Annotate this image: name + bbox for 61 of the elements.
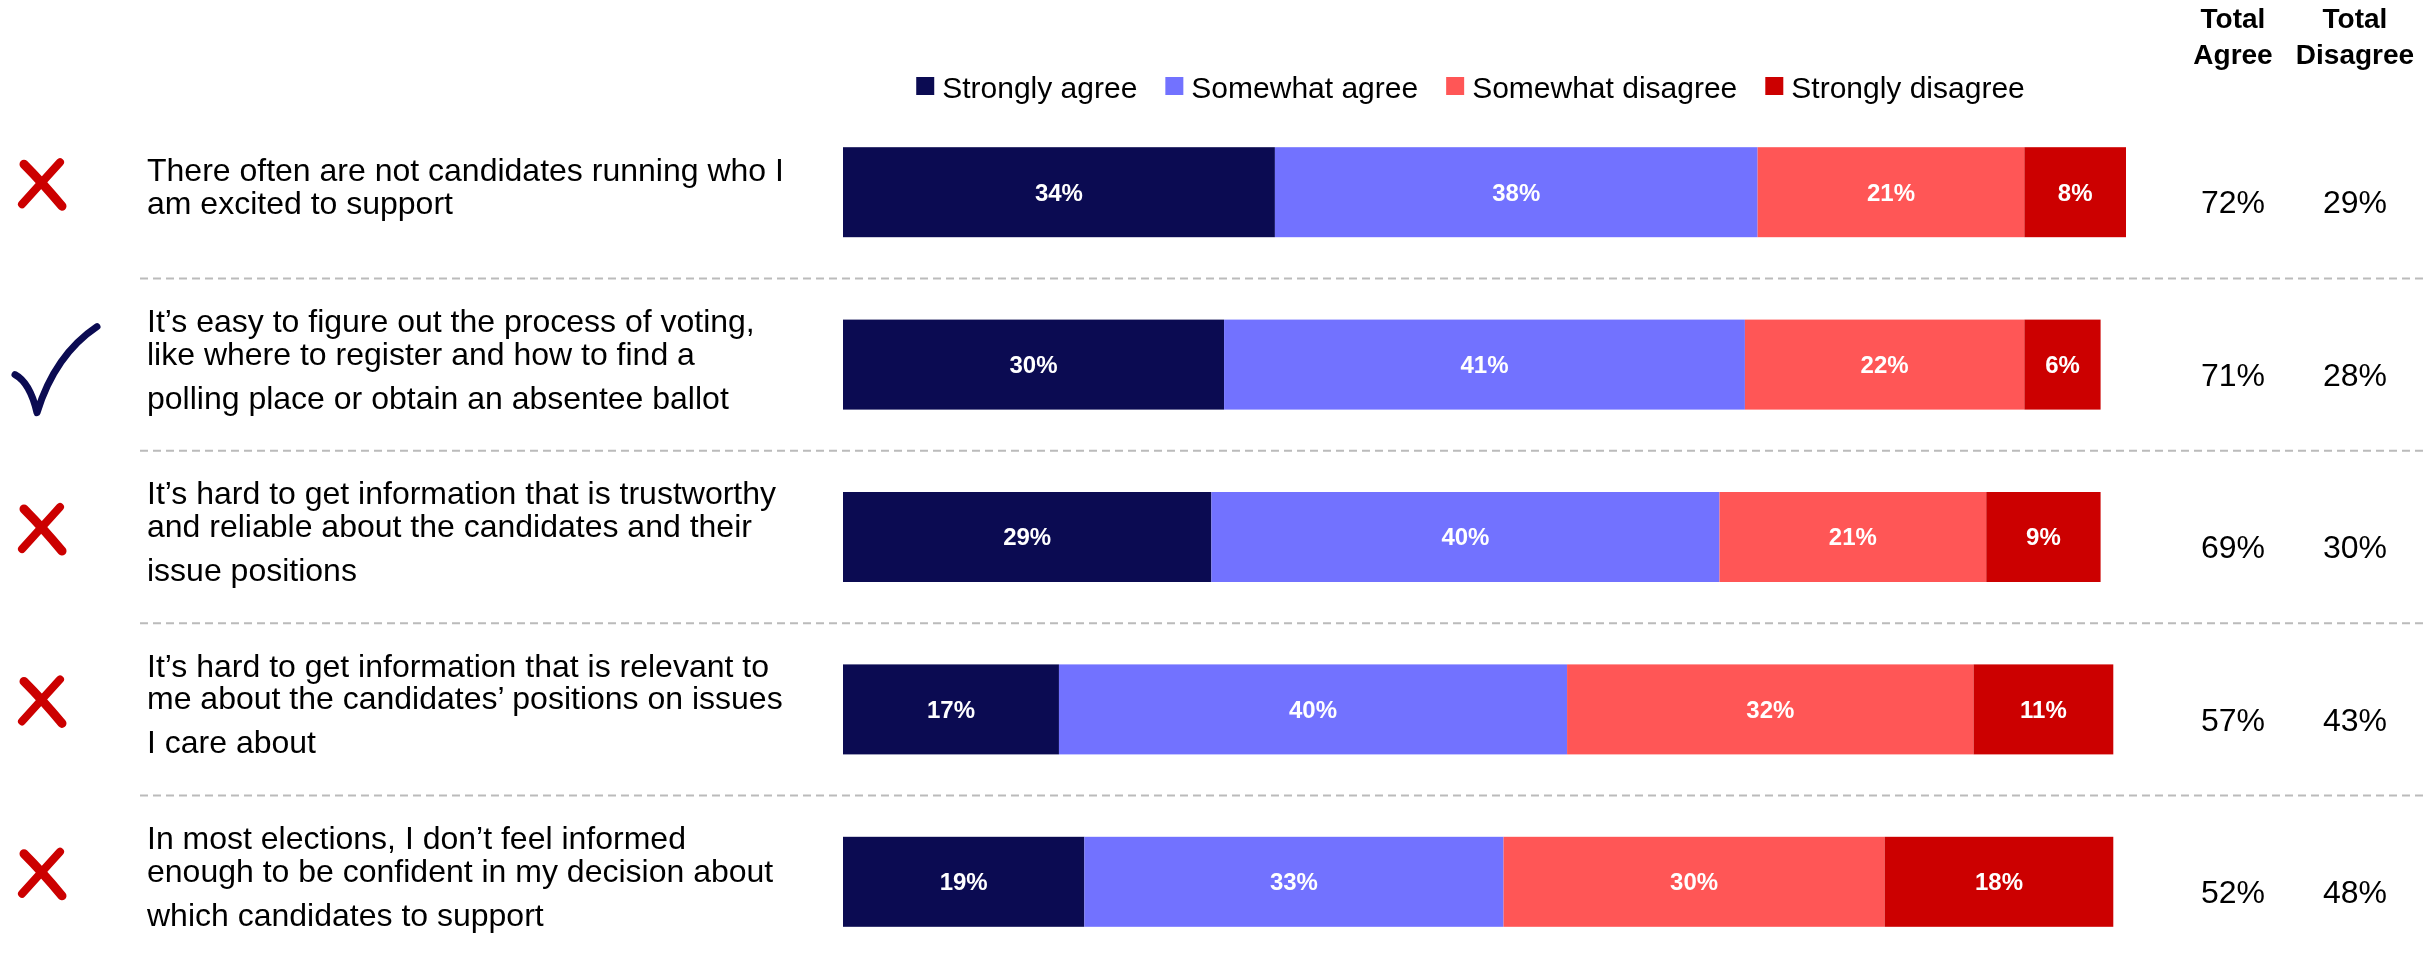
data-label: 30% [1009, 351, 1058, 378]
y-tick-label: It’s easy to figure out the process of voting, like where to register and how to find a polling place or obtain an absentee ballot [147, 302, 755, 416]
legend-label: Strongly disagree [1791, 70, 2025, 104]
text: 72% [2200, 184, 2266, 221]
bar [1973, 664, 2114, 755]
y-tick-label: In most elections, I don’t feel informed enough to be confident in my decision about which candidates to support [146, 820, 774, 933]
bar [2024, 147, 2126, 238]
data-label: 18% [1974, 868, 2023, 896]
bar [1084, 836, 1504, 927]
text: 48% [2322, 874, 2388, 910]
data-label: 41% [1460, 351, 1509, 378]
text: Total Disagree [2295, 3, 2415, 70]
bar [1757, 147, 2025, 238]
bar [1224, 319, 1745, 410]
text: 57% [2200, 701, 2266, 738]
text: 71% [2200, 356, 2266, 393]
legend-label: Somewhat disagree [1472, 70, 1738, 104]
text: 29% [2322, 184, 2388, 221]
data-label: 21% [1828, 523, 1877, 551]
bar [1058, 664, 1568, 755]
bar [1719, 492, 1987, 582]
data-label: 40% [1288, 695, 1338, 723]
bar [843, 836, 1085, 927]
bar [1211, 492, 1720, 582]
bar [1567, 664, 1974, 755]
text: 43% [2322, 701, 2388, 738]
bar [1744, 319, 2025, 410]
y-tick-label: There often are not candidates running who I am excited to support [147, 152, 784, 222]
data-label: 34% [1034, 178, 1083, 206]
data-label: 30% [1670, 868, 1719, 896]
data-label: 11% [2020, 695, 2067, 723]
data-label: 8% [2057, 178, 2093, 206]
data-label: 32% [1746, 695, 1795, 723]
bar [843, 664, 1059, 755]
data-label: 21% [1866, 178, 1916, 206]
text: 52% [2200, 874, 2266, 910]
bar [1503, 836, 1885, 927]
legend-label: Somewhat agree [1191, 70, 1419, 104]
data-label: 19% [939, 868, 988, 896]
y-tick-label: It’s hard to get information that is trustworthy and reliable about the candidates and their issue positions [147, 475, 777, 588]
text: 28% [2322, 356, 2388, 393]
data-label: 9% [2026, 523, 2061, 551]
text: 30% [2322, 529, 2388, 566]
data-label: 33% [1269, 868, 1318, 896]
data-label: 22% [1860, 351, 1909, 378]
y-tick-label: It’s hard to get information that is relevant to me about the candidates’ positions on issues I care about [147, 647, 783, 761]
bar [843, 492, 1212, 582]
text: 69% [2200, 529, 2266, 566]
bar [1884, 836, 2114, 927]
bar [1986, 492, 2101, 582]
bar [843, 319, 1225, 410]
bar [843, 147, 1275, 238]
data-label: 40% [1441, 523, 1490, 551]
data-label: 6% [2045, 351, 2080, 378]
text: Total Agree [2193, 3, 2273, 70]
data-label: 29% [1003, 523, 1052, 551]
data-label: 17% [926, 695, 975, 723]
data-label: 38% [1492, 178, 1541, 206]
legend-label: Strongly agree [942, 70, 1138, 104]
bar [1274, 147, 1758, 238]
bar [2024, 319, 2101, 410]
